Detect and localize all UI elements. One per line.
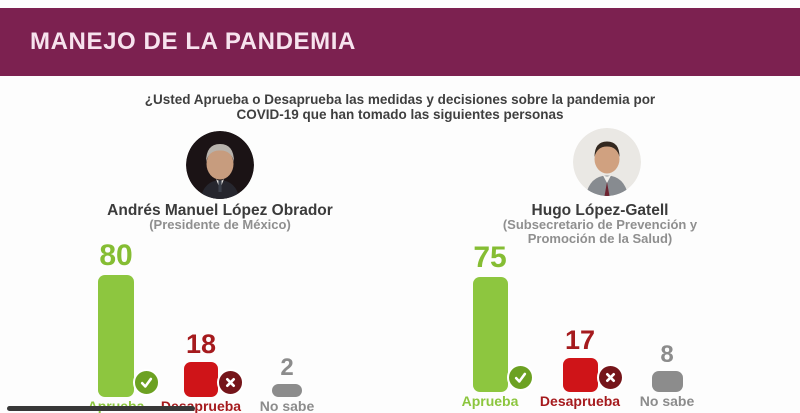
person-panel-amlo: Andrés Manuel López Obrador (Presidente … — [60, 126, 380, 413]
check-icon — [133, 369, 160, 396]
check-icon — [506, 364, 534, 391]
bar-aprueba — [472, 277, 508, 392]
category-label-no-sabe: No sabe — [639, 393, 695, 409]
bar-no-sabe — [651, 371, 683, 392]
survey-question: ¿Usted Aprueba o Desaprueba las medidas … — [0, 92, 800, 122]
category-label-no-sabe: No sabe — [259, 398, 315, 413]
person-role: (Presidente de México) — [60, 218, 380, 232]
bar-desaprueba — [562, 358, 598, 392]
value-label-aprueba: 80 — [99, 239, 133, 272]
value-label-desaprueba: 17 — [564, 325, 596, 355]
person-name: Andrés Manuel López Obrador — [107, 202, 333, 219]
cross-icon — [596, 364, 624, 391]
value-label-desaprueba: 18 — [185, 329, 217, 359]
role-line: Promoción de la Salud) — [527, 231, 673, 246]
person-role: (Subsecretario de Prevención y Promoción… — [450, 218, 750, 246]
value-label-no-sabe: 8 — [660, 341, 674, 368]
video-progress-bar[interactable] — [7, 406, 195, 411]
question-line-1: ¿Usted Aprueba o Desaprueba las medidas … — [144, 92, 656, 107]
amlo-portrait-image — [186, 131, 254, 199]
role-line: (Presidente de México) — [149, 217, 291, 232]
value-label-no-sabe: 2 — [280, 354, 294, 381]
page-title: MANEJO DE LA PANDEMIA — [30, 28, 356, 55]
header-bar: MANEJO DE LA PANDEMIA — [0, 8, 800, 76]
cross-icon — [217, 369, 244, 396]
person-panel-lopez-gatell: Hugo López-Gatell (Subsecretario de Prev… — [450, 126, 750, 413]
role-line: (Subsecretario de Prevención y — [502, 217, 698, 232]
bar-desaprueba — [184, 362, 218, 397]
bar-no-sabe — [272, 384, 302, 397]
person-name: Hugo López-Gatell — [531, 202, 669, 219]
approval-chart-lopez-gatell: 75 Aprueba 17 Desaprueba 8 No sabe — [450, 126, 750, 413]
approval-chart-amlo: 80Aprueba18Desaprueba2No sabe — [60, 126, 380, 413]
category-label-aprueba: Aprueba — [461, 393, 519, 409]
avatar-lopez-gatell — [573, 128, 641, 196]
lopez-gatell-portrait-image — [573, 128, 641, 196]
avatar-amlo — [186, 131, 254, 199]
value-label-aprueba: 75 — [473, 241, 507, 274]
category-label-desaprueba: Desaprueba — [539, 393, 621, 409]
question-line-2: COVID-19 que han tomado las siguientes p… — [236, 107, 564, 122]
bar-aprueba — [98, 275, 134, 397]
